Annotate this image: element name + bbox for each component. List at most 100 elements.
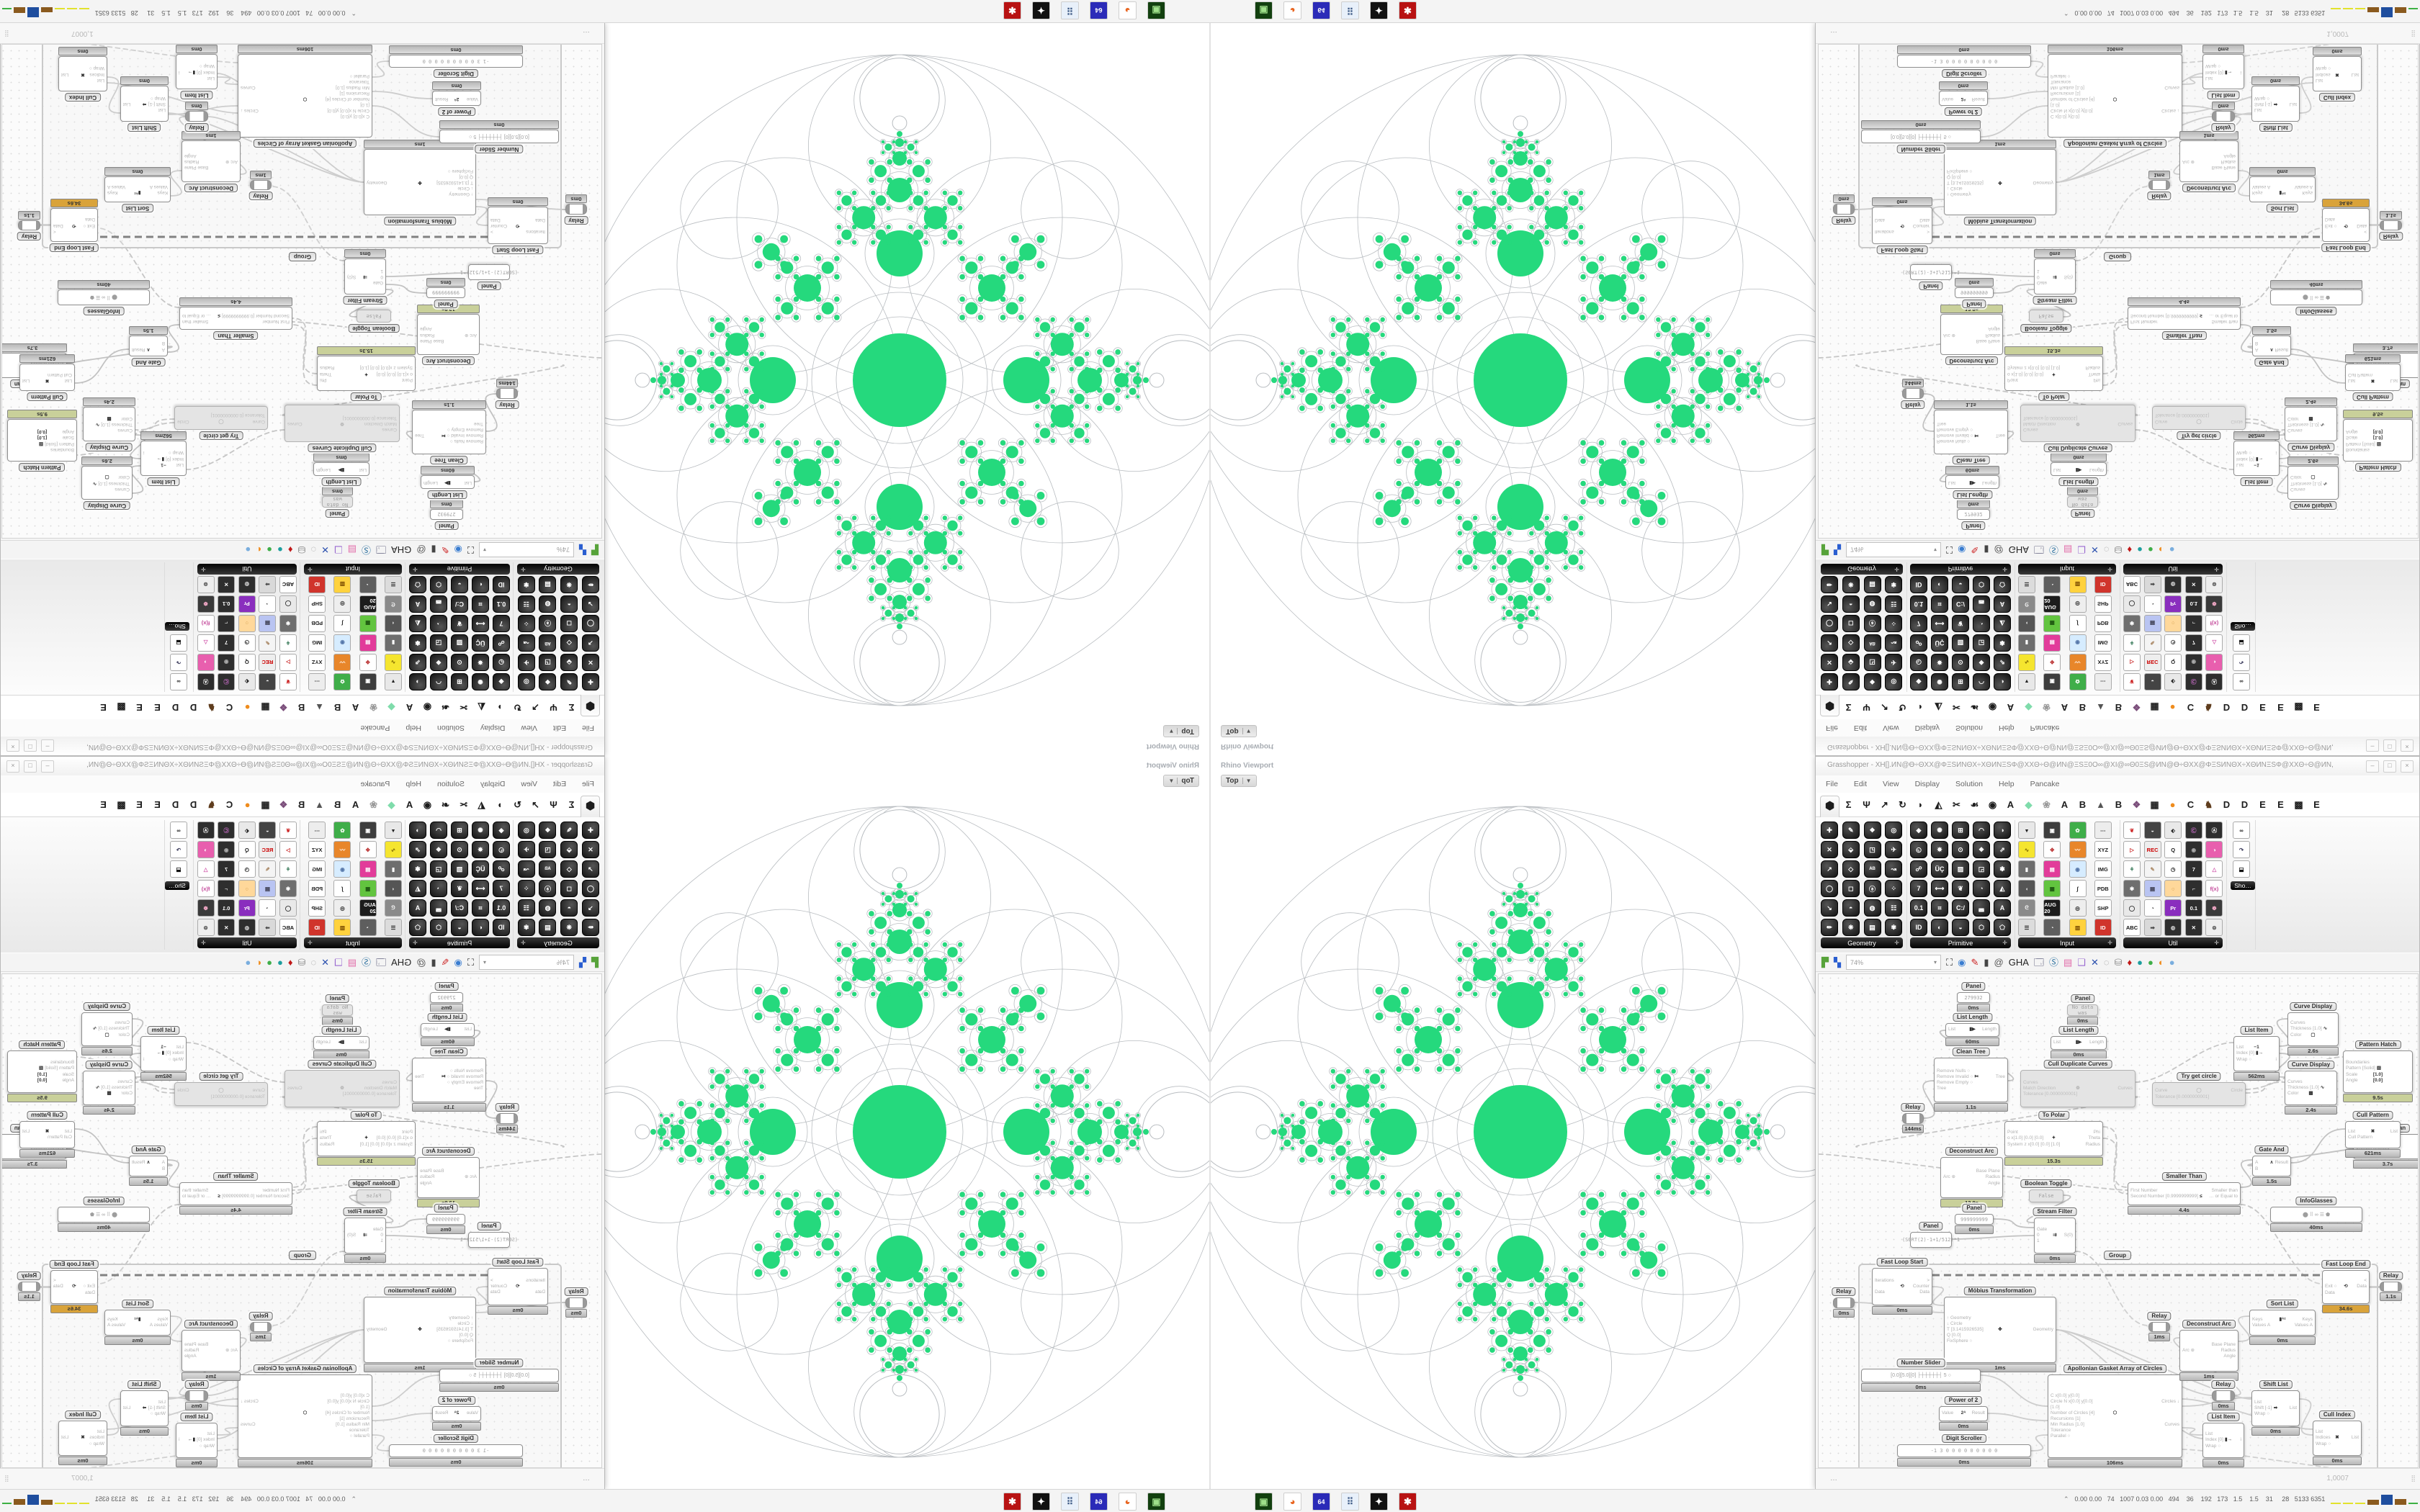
node-body[interactable]: List ▮▶ Length <box>421 1023 475 1037</box>
component-icon[interactable]: ➡ <box>2143 576 2161 593</box>
gh-node[interactable]: Fast Loop Start Iterations > ⟲ Counter Data Da… <box>1872 197 1932 254</box>
ribbon-tab-icon[interactable]: ♞ <box>2204 702 2213 714</box>
component-icon[interactable]: ❦ <box>279 822 297 839</box>
component-icon[interactable]: ✎ <box>259 634 277 652</box>
preview-eye-icon[interactable]: ◉ <box>1958 956 1966 968</box>
node-body[interactable]: List Index [0] ▮→ i Wrap ○ <box>2202 1423 2244 1458</box>
zoom-level-combo[interactable]: 74% ▾ <box>1846 955 1941 970</box>
node-body[interactable]: (SQRT(2)-1+1/512)*1 <box>1902 264 1960 280</box>
component-icon[interactable]: ◔ <box>259 595 277 613</box>
component-icon[interactable]: 0.1 <box>493 899 510 917</box>
component-icon[interactable]: ▨ <box>451 634 468 652</box>
node-body[interactable] <box>185 1390 208 1401</box>
component-icon[interactable]: ▦ <box>2043 880 2061 897</box>
gh-node[interactable]: Shift List List Shift [-1] ➡ List Wrap ○ 0ms <box>120 1380 169 1436</box>
node-body[interactable]: List −1 Index [0] ▮→ Wrap ○ i <box>140 441 187 476</box>
component-icon[interactable]: 0.1 <box>1910 899 1927 917</box>
gh-node[interactable]: Cull Pattern List ✖ List Cull Pattern 621ms <box>19 1111 75 1158</box>
component-icon[interactable]: ✎ <box>2143 860 2161 878</box>
component-icon[interactable]: ☸ <box>197 595 215 613</box>
component-icon[interactable]: ↘ <box>1821 595 1838 613</box>
gh-node[interactable]: Smaller Than First Number Smaller than Seco… <box>179 297 292 340</box>
save-file-icon[interactable]: ▚ <box>579 956 586 968</box>
gh-node[interactable]: List Item List −1 Index [0] ▮→ Wrap ○ i 562ms <box>140 1026 187 1081</box>
ribbon-tab-icon[interactable]: C <box>225 799 233 810</box>
gh-node[interactable]: Deconstruct Arc Base Plane Arc ⊕ Radius Angl… <box>182 1320 241 1381</box>
ribbon-group-label[interactable]: Util ✛ <box>197 564 297 575</box>
component-icon[interactable]: ❖ <box>1863 822 1881 839</box>
ribbon-tab-icon[interactable]: E <box>100 702 107 713</box>
component-icon[interactable]: ▤ <box>2143 615 2161 632</box>
ribbon-tab-icon[interactable]: E <box>136 799 143 810</box>
gh-node[interactable]: List Item List −1 Index [0] ▮→ Wrap ○ i 562ms <box>140 431 187 486</box>
blue-ball-icon[interactable]: ● <box>2169 544 2175 556</box>
component-icon[interactable]: ABC <box>279 576 297 593</box>
component-icon[interactable]: ▮ <box>385 634 402 652</box>
gh-node[interactable]: Smaller Than First Number Smaller than Seco… <box>179 1172 292 1215</box>
component-icon[interactable]: ∞ <box>170 673 187 690</box>
component-icon[interactable]: ▥ <box>333 576 351 593</box>
node-body[interactable]: List Indices ✖ List Wrap ○ <box>58 1421 107 1456</box>
gh-titlebar[interactable]: Grasshopper - XH[].ИN@Ө÷ΘΧΧ@ΦΞSИNΘΧ÷ΧΘИN… <box>1816 757 2419 776</box>
gh-node[interactable]: Sort List Keys ▮ᴬᶻ Keys Values A Values A 0ms <box>2249 167 2316 212</box>
node-body[interactable]: A ∧ Result B <box>2252 1156 2291 1176</box>
node-body[interactable] <box>496 1113 518 1124</box>
expand-icon[interactable]: ✛ <box>2107 940 2112 946</box>
node-body[interactable]: Base Plane Arc ⊕ Radius Angle <box>417 314 480 355</box>
ribbon-tab-icon[interactable]: ❀ <box>369 702 377 714</box>
component-icon[interactable]: ◲ <box>430 634 447 652</box>
gh-node[interactable]: Clean Tree Remove Nulls ○ Remove Invalid ○… <box>412 1048 486 1112</box>
component-icon[interactable]: ◎ <box>1885 822 1903 839</box>
component-icon[interactable]: ⬡ <box>430 919 447 936</box>
component-icon[interactable]: ◐ <box>472 919 489 936</box>
component-icon[interactable]: ◇ <box>1842 634 1860 652</box>
preview-eye-icon[interactable]: ◉ <box>454 956 462 968</box>
gh-node[interactable]: Try get circle Curve ◯ Circle Tolerance [0.0… <box>174 1072 268 1106</box>
component-icon[interactable]: ✾ <box>1885 576 1903 593</box>
ribbon-tab-icon[interactable]: ◉ <box>423 702 432 714</box>
rhino-icon[interactable]: ✦ <box>1370 1 1388 19</box>
gh-canvas[interactable]: Group Panel 279932 0ms List Length List ▮▶ Leng… <box>1818 44 2419 539</box>
node-body[interactable]: Point Phi o x[1.0] [0.0] [0.0] ✦ Theta System… <box>2004 1121 2103 1156</box>
component-icon[interactable]: 〰 <box>333 841 351 858</box>
node-body[interactable]: List Indices ✖ List Wrap ○ <box>2313 56 2362 91</box>
node-body[interactable]: Curves Match Direction ❁ Curves Tolerance [0… <box>284 405 400 442</box>
component-icon[interactable]: ✕ <box>218 576 236 593</box>
gh-node[interactable]: Deconstruct Arc Base Plane Arc ⊕ Radius Angl… <box>2179 1320 2238 1381</box>
node-body[interactable]: False <box>357 1189 391 1202</box>
ribbon-tab-icon[interactable]: ✂ <box>1953 798 1960 810</box>
component-icon[interactable]: ▷ <box>279 841 297 858</box>
gh-node[interactable]: Cull Pattern List ✖ List Cull Pattern 621ms <box>2345 1111 2401 1158</box>
component-icon[interactable]: ∫ <box>2069 880 2087 897</box>
node-body[interactable]: First Number Smaller than Second Number [0… <box>179 1182 292 1205</box>
gh-node[interactable]: Cull Duplicate Curves Curves Match Directi… <box>284 405 400 452</box>
ribbon-tab-icon[interactable]: ◉ <box>1988 702 1997 714</box>
node-body[interactable]: Curves Match Direction ❁ Curves Tolerance [0… <box>2020 1070 2136 1107</box>
node-body[interactable]: Iterations > ⟲ Counter Data Data <box>1872 1268 1932 1305</box>
gh-node[interactable]: Panel 999999999 0ms <box>1955 278 1994 308</box>
component-icon[interactable]: ❦ <box>279 673 297 690</box>
component-icon[interactable]: ◛ <box>1973 899 1990 917</box>
node-body[interactable]: List ▮▶ Length <box>2051 462 2107 476</box>
component-icon[interactable]: ✕ <box>2184 576 2202 593</box>
gh-node[interactable]: Number Slider [0.0][5.0][0] ├┼┼┼┼┼┤ 5 ○ 0m… <box>1861 1359 1981 1392</box>
gh-titlebar[interactable]: Grasshopper - XH[].ИN@Ө÷ΘΧΧ@ΦΞSИNΘΧ÷ΧΘИN… <box>1816 736 2419 755</box>
gh-node[interactable]: List Length List ▮▶ Length 0ms <box>2051 453 2107 486</box>
gh-node[interactable]: Relay 0ms <box>564 194 588 225</box>
ribbon-tab-icon[interactable]: ▩ <box>2294 798 2303 810</box>
component-icon[interactable]: ◖ <box>385 615 402 632</box>
ribbon-group-label[interactable]: Geometry ✛ <box>1821 937 1903 948</box>
component-icon[interactable]: ◯ <box>1821 880 1838 897</box>
component-icon[interactable]: ∿ <box>385 841 402 858</box>
component-icon[interactable]: ◍ <box>539 899 557 917</box>
screen-recorder-icon[interactable]: ▣ <box>1147 1 1165 19</box>
sketch-icon[interactable]: ✎ <box>441 544 449 556</box>
gh-node[interactable]: List Length List ▮▶ Length 60ms <box>421 1013 475 1046</box>
status-dots[interactable]: … <box>1830 30 1837 37</box>
component-icon[interactable]: ▣ <box>2043 822 2061 839</box>
component-icon[interactable]: ☍ <box>1910 860 1927 878</box>
ribbon-tab-icon[interactable]: B <box>333 799 341 810</box>
component-icon[interactable]: ◎ <box>1885 673 1903 690</box>
window-icon[interactable]: 🗔 <box>2033 956 2044 968</box>
menu-help[interactable]: Help <box>1998 724 2015 732</box>
